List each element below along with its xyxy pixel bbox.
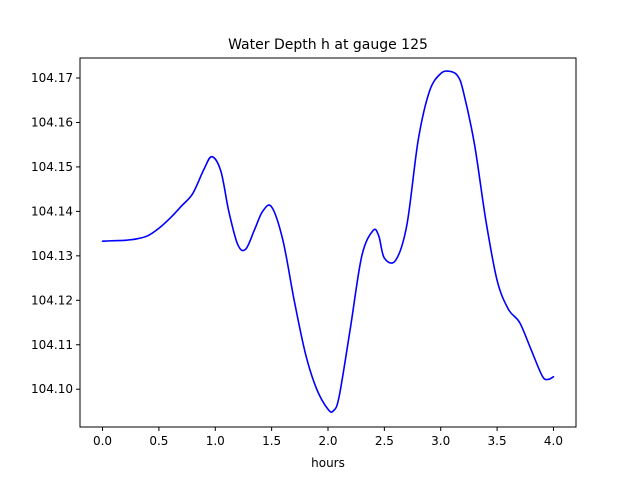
y-tick-label: 104.10 (31, 382, 73, 396)
x-tick-label: 3.0 (431, 434, 450, 448)
x-tick-label: 0.0 (93, 434, 112, 448)
x-axis-ticks: 0.0 0.5 1.0 1.5 2.0 2.5 3.0 3.5 4.0 (93, 427, 563, 448)
y-tick-label: 104.13 (31, 249, 73, 263)
plot-area (80, 58, 576, 427)
y-axis-ticks: 104.10 104.11 104.12 104.13 104.14 104.15 104.… (31, 71, 80, 396)
chart-title: Water Depth h at gauge 125 (228, 37, 428, 53)
y-tick-label: 104.15 (31, 160, 73, 174)
plot-frame (79, 57, 577, 428)
y-tick-label: 104.17 (31, 71, 73, 85)
x-axis-label: hours (311, 456, 345, 470)
x-tick-label: 2.0 (318, 434, 337, 448)
x-tick-label: 2.5 (375, 434, 394, 448)
x-tick-label: 1.0 (206, 434, 225, 448)
series-line (101, 70, 555, 413)
y-tick-label: 104.14 (31, 204, 73, 218)
x-tick-label: 0.5 (149, 434, 168, 448)
y-tick-label: 104.12 (31, 293, 73, 307)
x-tick-label: 3.5 (488, 434, 507, 448)
x-tick-label: 4.0 (544, 434, 563, 448)
y-tick-label: 104.11 (31, 338, 73, 352)
series-layer (101, 70, 555, 413)
y-tick-label: 104.16 (31, 115, 73, 129)
x-tick-label: 1.5 (262, 434, 281, 448)
